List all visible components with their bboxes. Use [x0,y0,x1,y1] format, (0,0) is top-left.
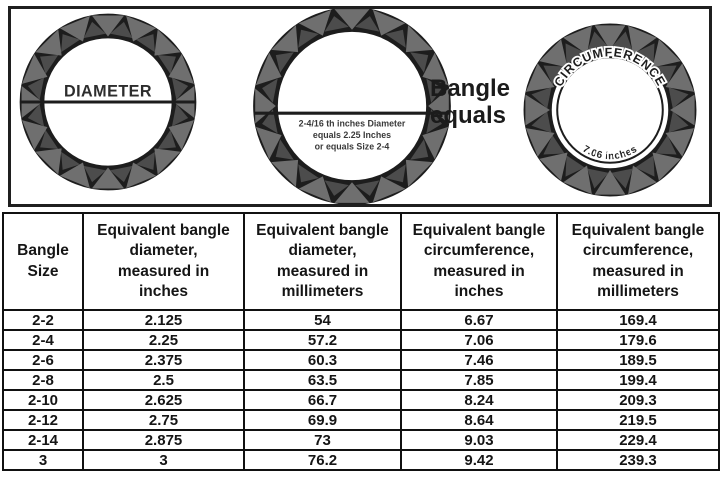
table-cell: 209.3 [556,389,720,411]
table-cell: 179.6 [556,329,720,351]
table-cell: 2-6 [2,349,84,371]
size-note-line-1: 2-4/16 th inches Diameter [299,119,406,129]
table-cell: 9.03 [400,429,558,451]
table-row: 2-4 2.25 57.2 7.06 179.6 [2,329,720,351]
bangle-facet-pattern [21,15,195,189]
table-row: 3 3 76.2 9.42 239.3 [2,449,720,471]
col-header-diameter-mm: Equivalent bangle diameter, measured in … [243,212,402,311]
table-cell: 189.5 [556,349,720,371]
size-note-line-3: or equals Size 2-4 [315,141,390,151]
table-cell: 169.4 [556,309,720,331]
table-cell: 2.375 [82,349,245,371]
table-cell: 239.3 [556,449,720,471]
table-cell: 6.67 [400,309,558,331]
circumference-bangle-illustration: CIRCUMFERENCE 7.06 inches [523,23,697,197]
diameter-label: DIAMETER [64,82,152,100]
table-cell: 2.875 [82,429,245,451]
table-cell: 219.5 [556,409,720,431]
header-row: Bangle Size Equivalent bangle diameter, … [2,212,720,311]
table-row: 2-12 2.75 69.9 8.64 219.5 [2,409,720,431]
bangle-size-table: Bangle Size Equivalent bangle diameter, … [2,212,720,471]
table-cell: 76.2 [243,449,402,471]
circumference-line [556,56,664,164]
table-cell: 199.4 [556,369,720,391]
table-cell: 3 [2,449,84,471]
col-header-circumference-mm: Equivalent bangle circumference, measure… [556,212,720,311]
table-cell: 9.42 [400,449,558,471]
table-cell: 7.46 [400,349,558,371]
table-header: Bangle Size Equivalent bangle diameter, … [2,212,720,311]
bangle-diagram-panel: DIAMETER 2-4/16 th inches Diameter equal… [8,6,712,207]
table-row: 2-6 2.375 60.3 7.46 189.5 [2,349,720,371]
table-cell: 2.25 [82,329,245,351]
table-cell: 2-14 [2,429,84,451]
bangle-facet-pattern [525,25,695,195]
table-cell: 229.4 [556,429,720,451]
table-cell: 2-2 [2,309,84,331]
table-cell: 2-10 [2,389,84,411]
table-cell: 8.24 [400,389,558,411]
size-note-line-2: equals 2.25 Inches [313,130,391,140]
table-body: 2-2 2.125 54 6.67 169.4 2-4 2.25 57.2 7.06 179.6 2… [2,309,720,471]
table-cell: 63.5 [243,369,402,391]
table-cell: 7.06 [400,329,558,351]
bangle-facet-pattern [255,9,449,203]
table-cell: 73 [243,429,402,451]
table-cell: 54 [243,309,402,331]
table-cell: 60.3 [243,349,402,371]
table-cell: 2-4 [2,329,84,351]
table-cell: 69.9 [243,409,402,431]
table-cell: 66.7 [243,389,402,411]
table-cell: 2.125 [82,309,245,331]
table-cell: 8.64 [400,409,558,431]
size-example-bangle-illustration: 2-4/16 th inches Diameter equals 2.25 In… [253,9,451,204]
table-row: 2-10 2.625 66.7 8.24 209.3 [2,389,720,411]
col-header-circumference-inches: Equivalent bangle circumference, measure… [400,212,558,311]
col-header-diameter-inches: Equivalent bangle diameter, measured in … [82,212,245,311]
diameter-bangle-illustration: DIAMETER [19,13,197,191]
col-header-bangle-size: Bangle Size [2,212,84,311]
table-cell: 57.2 [243,329,402,351]
table-cell: 2.75 [82,409,245,431]
table-cell: 7.85 [400,369,558,391]
table-cell: 2.5 [82,369,245,391]
table-row: 2-14 2.875 73 9.03 229.4 [2,429,720,451]
table-cell: 2.625 [82,389,245,411]
table-cell: 3 [82,449,245,471]
bangle-equals-caption: Bangle equals [430,75,511,129]
table-cell: 2-8 [2,369,84,391]
table-cell: 2-12 [2,409,84,431]
table-row: 2-2 2.125 54 6.67 169.4 [2,309,720,331]
table-row: 2-8 2.5 63.5 7.85 199.4 [2,369,720,391]
